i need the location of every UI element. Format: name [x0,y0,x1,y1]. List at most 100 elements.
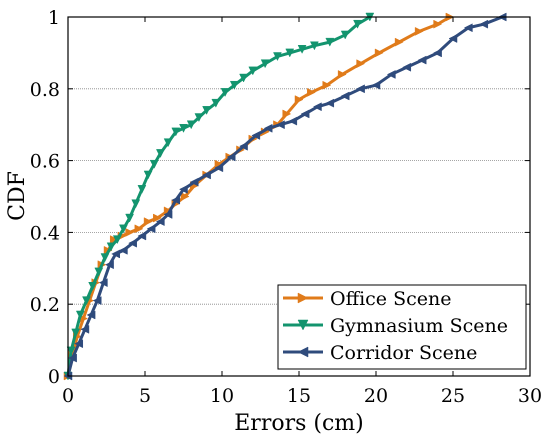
legend-label: Office Scene [330,288,451,310]
data-point [356,59,366,69]
legend-label: Gymnasium Scene [330,315,508,337]
y-axis-title: CDF [5,171,30,221]
data-point [353,19,362,29]
x-tick-label: 20 [364,385,388,407]
legend-swatch-marker [297,319,309,331]
data-point [479,19,489,29]
data-point [82,296,91,306]
data-point [100,253,110,263]
data-point [220,88,230,97]
data-point [155,217,165,227]
data-point [229,80,239,90]
series-line [66,15,503,377]
data-point [211,98,221,108]
data-point [88,282,98,291]
y-tick-label: 0 [48,366,60,388]
data-point [340,30,350,40]
legend-entry: Office Scene [283,288,451,310]
data-point [119,224,128,234]
legend-swatch-marker [297,292,309,304]
data-point [134,224,144,234]
data-point [285,48,295,58]
data-point [143,217,153,227]
data-point [180,192,190,201]
data-point [171,127,181,137]
data-point [433,19,443,29]
legend-entry: Gymnasium Scene [283,315,508,337]
data-point [163,138,173,148]
data-point [263,123,273,133]
data-point [322,80,332,90]
data-point [394,37,404,47]
data-point [189,177,199,187]
data-point [86,310,96,320]
data-point [307,87,316,97]
y-tick-label: 1 [48,7,60,29]
x-axis-title: Errors (cm) [234,411,364,436]
data-point [312,102,322,112]
x-tick-label: 15 [287,385,311,407]
data-point [202,106,212,115]
data-point [146,224,156,234]
data-point [178,184,188,194]
y-tick-label: 0.8 [30,79,60,101]
data-point [433,48,442,58]
x-tick-label: 10 [210,385,234,407]
legend-entry: Corridor Scene [283,342,477,364]
x-tick-label: 5 [139,385,151,407]
data-point [448,34,458,43]
data-point [239,141,248,151]
data-point [202,170,211,180]
data-point [288,116,298,126]
data-point [66,346,76,356]
data-point [239,73,248,83]
data-point [92,296,102,306]
data-point [194,113,204,123]
data-point [149,159,159,169]
data-point [118,245,128,255]
data-point [155,149,165,158]
data-point [309,41,319,51]
y-tick-label: 0.4 [30,222,60,244]
data-point [128,238,137,248]
x-tick-label: 30 [518,385,542,407]
legend-swatch-marker [297,346,309,358]
data-point [71,328,81,338]
series-2 [63,12,507,381]
data-point [75,310,85,320]
data-point [275,120,285,130]
data-point [214,163,224,173]
data-point [294,95,304,104]
y-tick-label: 0.2 [30,294,60,316]
x-tick-label: 25 [441,385,465,407]
data-point [340,91,350,101]
data-point [137,185,147,194]
data-point [300,109,310,119]
data-point [297,45,307,54]
data-point [414,26,424,36]
data-point [137,231,147,241]
data-point [106,242,116,252]
data-point [273,52,282,62]
data-point [325,98,335,108]
tick-layer: 0 5 10 15 20 25 30 0 0.2 0.4 0.6 0.8 1 [30,7,542,407]
data-point [463,23,473,33]
data-point [143,170,153,180]
legend: Office Scene Gymnasium Scene Corridor Scen… [277,284,527,370]
data-point [226,152,236,162]
y-tick-label: 0.6 [30,151,60,173]
data-point [125,227,135,237]
data-point [131,199,141,209]
data-point [248,66,258,76]
data-point [68,353,77,363]
data-point [179,124,188,133]
legend-label: Corridor Scene [330,342,477,364]
data-point [337,70,347,79]
data-point [356,84,365,94]
data-point [98,278,108,288]
data-point [374,48,384,58]
data-point [251,131,261,140]
data-point [417,55,427,65]
data-point [186,120,196,130]
